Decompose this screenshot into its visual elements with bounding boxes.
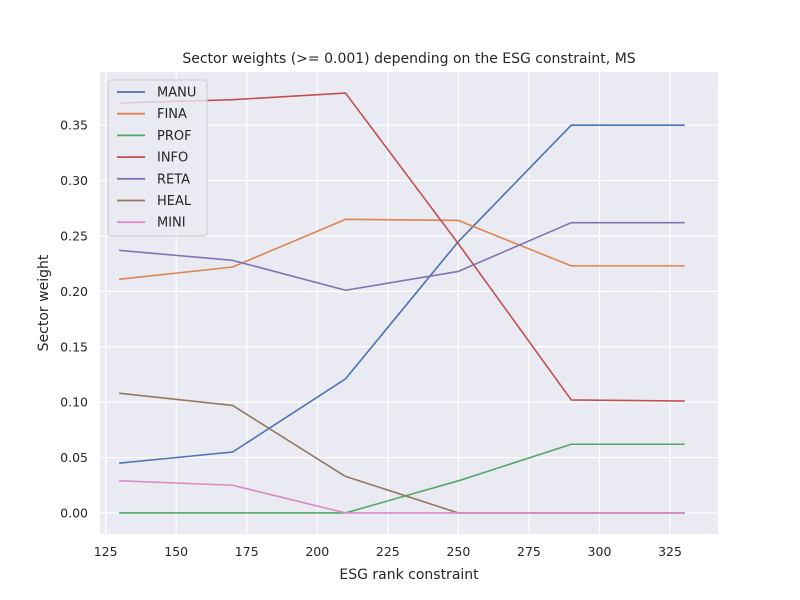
x-tick-label: 125 — [94, 544, 118, 559]
x-tick-label: 300 — [588, 544, 612, 559]
legend-label-mini: MINI — [157, 216, 186, 231]
y-tick-label: 0.10 — [60, 395, 88, 410]
series-line-fina — [118, 218, 685, 280]
x-tick-label: 275 — [517, 544, 541, 559]
legend-label-prof: PROF — [157, 129, 192, 144]
y-tick-label: 0.15 — [60, 339, 88, 354]
series-lines — [118, 92, 685, 514]
x-tick-label: 225 — [376, 544, 400, 559]
legend-label-info: INFO — [157, 151, 188, 166]
chart-title: Sector weights (>= 0.001) depending on t… — [182, 51, 635, 67]
y-axis-ticks: 0.00 0.05 0.10 0.15 0.20 0.25 0.30 0.35 — [60, 118, 88, 521]
series-line-reta — [118, 221, 685, 292]
series-line-manu — [118, 124, 685, 464]
y-tick-label: 0.30 — [60, 173, 88, 188]
x-axis-label: ESG rank constraint — [339, 567, 479, 583]
legend-box — [107, 79, 208, 237]
x-tick-label: 150 — [164, 544, 188, 559]
y-axis-label: Sector weight — [36, 254, 52, 351]
legend-label-fina: FINA — [157, 107, 187, 122]
x-tick-label: 325 — [658, 544, 682, 559]
y-tick-label: 0.05 — [60, 450, 88, 465]
series-line-prof — [118, 443, 685, 514]
y-tick-label: 0.35 — [60, 118, 88, 133]
x-axis-ticks: 125 150 175 200 225 250 275 300 325 — [94, 544, 682, 559]
y-tick-label: 0.25 — [60, 228, 88, 243]
legend: MANU FINA PROF INFO RETA HEAL MINI — [107, 79, 208, 237]
y-tick-label: 0.00 — [60, 505, 88, 520]
x-tick-label: 200 — [305, 544, 329, 559]
legend-label-manu: MANU — [157, 86, 196, 101]
x-tick-label: 175 — [235, 544, 259, 559]
x-tick-label: 250 — [446, 544, 470, 559]
y-tick-label: 0.20 — [60, 284, 88, 299]
series-line-mini — [118, 480, 685, 514]
series-line-info — [118, 92, 685, 402]
legend-label-heal: HEAL — [157, 194, 192, 209]
legend-label-reta: RETA — [157, 172, 190, 187]
